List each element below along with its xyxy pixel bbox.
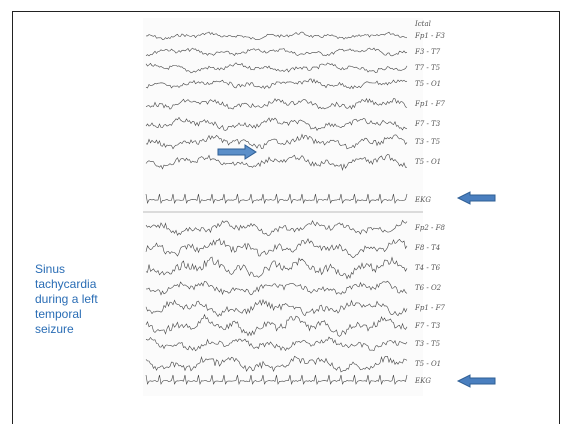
channel-label: F7 - T3 bbox=[414, 322, 441, 330]
ekg-trace bbox=[145, 374, 408, 386]
caption: Sinus tachycardia during a left temporal… bbox=[35, 262, 98, 336]
eeg-trace bbox=[145, 154, 408, 172]
channel-label: Fp2 - F8 bbox=[414, 224, 445, 232]
arrow bbox=[217, 144, 257, 160]
channel-label: T3 - T5 bbox=[415, 138, 441, 146]
channel-label: T6 - O2 bbox=[415, 284, 442, 292]
channel-label: T5 - O1 bbox=[415, 80, 441, 88]
channel-label: T5 - O1 bbox=[415, 158, 441, 166]
ictal-label: Ictal bbox=[414, 20, 431, 28]
channel-label: T5 - O1 bbox=[415, 360, 441, 368]
channel-label: Fp1 - F7 bbox=[414, 304, 445, 312]
channel-label: F7 - T3 bbox=[414, 120, 441, 128]
eeg-trace bbox=[146, 31, 408, 41]
eeg-trace bbox=[145, 355, 408, 373]
ekg-trace bbox=[145, 193, 408, 205]
eeg-trace bbox=[145, 62, 408, 74]
eeg-trace bbox=[145, 256, 408, 280]
channel-label: F8 - T4 bbox=[414, 244, 440, 252]
eeg-trace bbox=[145, 97, 408, 110]
eeg-trace bbox=[145, 116, 408, 131]
channel-label: T3 - T5 bbox=[415, 340, 441, 348]
channel-label: EKG bbox=[414, 196, 431, 204]
eeg-trace bbox=[145, 219, 408, 236]
eeg-trace bbox=[145, 47, 408, 57]
arrow bbox=[456, 374, 496, 388]
channel-label: F3 - T7 bbox=[414, 48, 441, 56]
arrow bbox=[456, 191, 496, 205]
eeg-trace bbox=[145, 298, 408, 317]
eeg-trace bbox=[145, 336, 408, 352]
eeg-trace bbox=[145, 280, 408, 296]
eeg-trace bbox=[145, 238, 408, 259]
eeg-paper bbox=[143, 18, 423, 396]
channel-label: Fp1 - F3 bbox=[414, 32, 445, 40]
eeg-trace bbox=[145, 78, 408, 90]
channel-label: EKG bbox=[414, 377, 431, 385]
eeg-trace bbox=[145, 313, 408, 337]
eeg-trace bbox=[145, 133, 408, 150]
slide-frame bbox=[12, 11, 560, 424]
channel-label: T4 - T6 bbox=[415, 264, 441, 272]
channel-label: T7 - T5 bbox=[415, 64, 441, 72]
channel-label: Fp1 - F7 bbox=[414, 100, 445, 108]
